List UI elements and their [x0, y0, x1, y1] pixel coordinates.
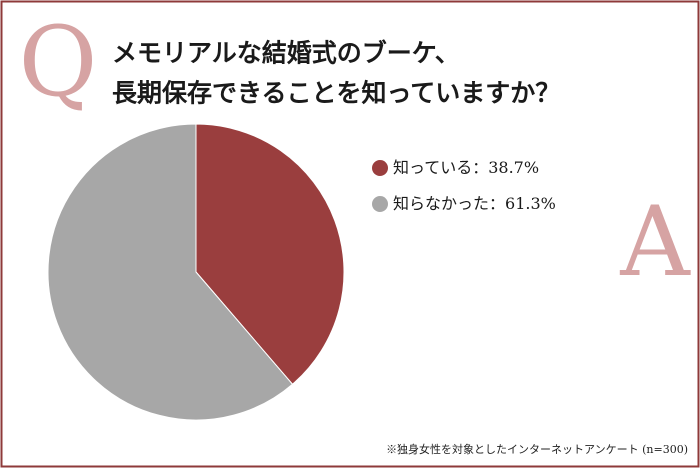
title-line: メモリアルな結婚式のブーケ、: [112, 39, 460, 68]
title-line: 長期保存できることを知っていますか？: [112, 79, 560, 108]
q-mark: Q: [19, 6, 98, 118]
value-label: 38.7%: [488, 158, 539, 177]
legend-separator: ：: [489, 194, 505, 213]
legend-label: 知らなかった：61.3%: [393, 194, 556, 213]
legend-swatch: [372, 196, 388, 212]
pie-slice: [47, 123, 294, 421]
legend-label: 知っている：38.7%: [393, 158, 539, 177]
footnote: ※独身女性を対象としたインターネットアンケート (n=300): [386, 442, 688, 456]
a-mark: A: [619, 186, 691, 298]
legend-name: 知らなかった: [393, 194, 489, 213]
pie-slice: [195, 123, 345, 385]
legend-name: 知っている: [393, 158, 472, 177]
legend-swatch: [372, 160, 388, 176]
value-label: 61.3%: [505, 194, 556, 213]
legend-separator: ：: [472, 158, 488, 177]
